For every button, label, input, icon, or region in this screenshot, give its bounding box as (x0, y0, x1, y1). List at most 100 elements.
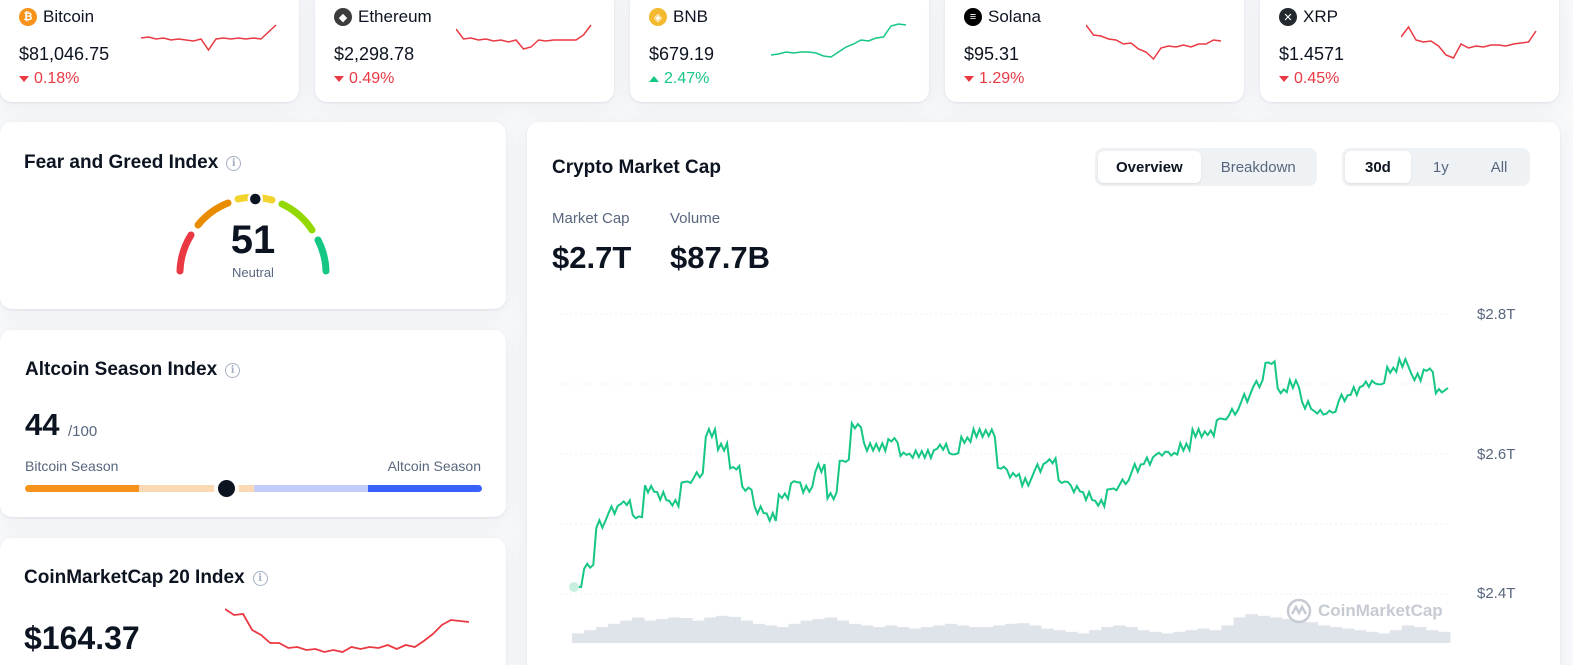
volume-bar (776, 627, 789, 643)
coinmarketcap-logo-icon (1286, 598, 1312, 624)
market-cap-line (572, 355, 1449, 588)
volume-bar (1377, 633, 1391, 643)
volume-bar (596, 627, 609, 643)
volume-bar (1029, 625, 1042, 643)
volume-bar (1149, 631, 1162, 643)
coin-header: ₿ Bitcoin (19, 7, 94, 27)
bitcoin-season-label: Bitcoin Season (25, 458, 119, 474)
altcoin-season-indicator (218, 480, 236, 497)
volume-bar (692, 620, 705, 643)
coin-sparkline (771, 23, 907, 58)
volume-bar (1221, 625, 1234, 643)
caret-down-icon (334, 76, 344, 82)
solana-icon: ≡ (964, 8, 982, 26)
volume-bar (1317, 625, 1331, 643)
altcoin-season-max: /100 (68, 423, 98, 440)
info-icon[interactable]: i (226, 155, 242, 171)
coin-change: 0.49% (334, 70, 394, 88)
volume-bar (632, 617, 645, 643)
volume-bar (1413, 627, 1427, 643)
volume-bar (1101, 627, 1114, 643)
volume-bar (740, 620, 753, 643)
coin-card-bnb[interactable]: ◈ BNB $679.19 2.47% (630, 0, 929, 102)
sparkline-path (456, 24, 592, 50)
volume-bar (788, 623, 801, 643)
volume-bar (644, 620, 657, 643)
caret-down-icon (19, 76, 29, 82)
volume-bar (836, 620, 850, 643)
volume-bar (968, 627, 982, 643)
volume-bar (1185, 630, 1198, 643)
volume-bar (728, 616, 741, 643)
market-cap-value: $2.7T (552, 240, 632, 275)
volume-bar (764, 625, 777, 643)
tab-breakdown[interactable]: Breakdown (1203, 151, 1314, 183)
volume-bar (980, 627, 994, 643)
volume-label: Volume (670, 210, 721, 227)
volume-bar (800, 620, 813, 643)
coin-name: Ethereum (358, 7, 432, 26)
view-toggle: Overview Breakdown (1095, 148, 1317, 186)
sparkline-path (771, 23, 907, 58)
fear-greed-value: 51 (230, 218, 276, 262)
volume-bar (716, 615, 729, 643)
tab-overview[interactable]: Overview (1098, 151, 1201, 183)
volume-bar (1125, 627, 1138, 643)
volume-bar (1425, 630, 1439, 643)
volume-bar (704, 617, 717, 643)
volume-bar (920, 627, 934, 643)
volume-bar (860, 625, 874, 643)
range-1y[interactable]: 1y (1413, 151, 1469, 183)
volume-bar (932, 625, 946, 643)
coin-price: $679.19 (649, 44, 715, 64)
bitcoin-icon: ₿ (19, 8, 37, 26)
range-30d[interactable]: 30d (1345, 151, 1411, 183)
coin-change-value: 1.29% (979, 70, 1025, 87)
volume-bar (872, 627, 886, 643)
fear-greed-card[interactable] (0, 122, 506, 309)
y-tick-label: $2.6T (1477, 446, 1516, 463)
volume-bar (1089, 630, 1102, 643)
market-cap-chart[interactable] (560, 300, 1460, 650)
chart-start-marker (569, 582, 579, 592)
coin-sparkline (1086, 24, 1222, 61)
coin-price: $81,046.75 (19, 44, 110, 64)
coin-card-solana[interactable]: ≡ Solana $95.31 1.29% (945, 0, 1244, 102)
sparkline-path (141, 24, 277, 52)
ethereum-icon: ◆ (334, 8, 352, 26)
volume-bar (1401, 625, 1415, 643)
volume-bar (896, 627, 910, 643)
volume-bar (1113, 625, 1126, 643)
range-all[interactable]: All (1471, 151, 1528, 183)
coin-card-ethereum[interactable]: ◆ Ethereum $2,298.78 0.49% (315, 0, 614, 102)
info-icon[interactable]: i (225, 362, 241, 378)
altcoin-season-bar (25, 485, 482, 492)
volume-bar (908, 628, 922, 643)
info-icon[interactable]: i (252, 570, 268, 586)
cmc20-price: $164.37 (24, 620, 140, 656)
volume-bar (1053, 630, 1066, 643)
volume-bar (752, 623, 765, 643)
volume-bar (1233, 617, 1246, 643)
coin-sparkline (141, 24, 277, 52)
bnb-icon: ◈ (649, 8, 667, 26)
coin-name: Bitcoin (43, 7, 95, 26)
volume-bar (1341, 628, 1355, 643)
fear-greed-title: Fear and Greed Index i (24, 152, 242, 174)
volume-bar (1005, 623, 1018, 643)
coin-name: BNB (673, 7, 708, 26)
volume-bar (1161, 633, 1174, 643)
cmc20-card[interactable] (0, 538, 506, 665)
volume-bar (572, 633, 585, 643)
coin-header: ◈ BNB (649, 7, 708, 27)
volume-bar (1389, 630, 1403, 643)
coin-card-xrp[interactable]: ✕ XRP $1.4571 0.45% (1260, 0, 1559, 102)
sparkline-path (1086, 24, 1222, 61)
coin-card-bitcoin[interactable]: ₿ Bitcoin $81,046.75 0.18% (0, 0, 299, 102)
volume-bar (656, 619, 669, 643)
coin-header: ≡ Solana (964, 7, 1041, 27)
xrp-icon: ✕ (1279, 8, 1297, 26)
volume-bar (1197, 628, 1210, 643)
volume-bar (1065, 631, 1078, 643)
volume-bar (1245, 614, 1258, 643)
